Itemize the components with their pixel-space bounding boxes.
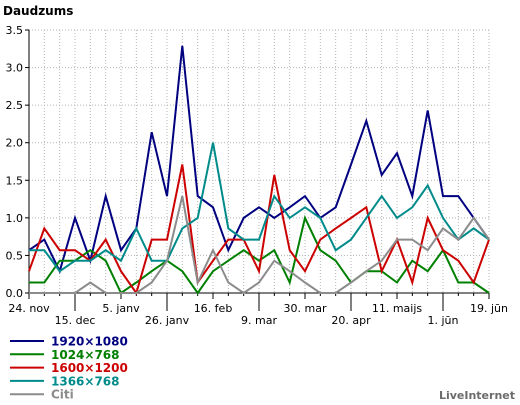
y-tick-label: 3.5 <box>6 24 24 37</box>
credit-label: LiveInternet <box>439 389 515 402</box>
x-tick-label: 19. jūn <box>470 302 508 315</box>
y-tick-label: 2.5 <box>6 99 24 112</box>
series-line-4 <box>29 195 490 295</box>
y-tick-label: 3.0 <box>6 62 24 75</box>
x-tick-label: 16. feb <box>194 302 233 315</box>
chart-title: Daudzums <box>3 4 73 18</box>
y-tick-label: 0.5 <box>6 249 24 262</box>
legend-label: 1920×1080 <box>51 335 128 349</box>
y-tick-label: 1.5 <box>6 174 24 187</box>
x-tick-label: 11. maijs <box>372 302 423 315</box>
x-tick-label: 30. mar <box>284 302 327 315</box>
legend-label: 1600×1200 <box>51 361 128 375</box>
series-lines <box>28 45 490 296</box>
x-tick-label: 5. janv <box>102 302 140 315</box>
series-line-0 <box>28 45 490 274</box>
x-tick-label: 15. dec <box>55 314 96 327</box>
axes: 0.0 0.5 1.0 1.5 2.0 2.5 3.0 3.5 24. nov 15. dec 5.… <box>6 24 509 327</box>
x-tick-label: 9. mar <box>241 314 277 327</box>
legend-label: 1024×768 <box>51 348 120 362</box>
legend-label: 1366×768 <box>51 374 120 388</box>
x-tick-label: 24. nov <box>8 302 50 315</box>
y-tick-label: 1.0 <box>6 212 24 225</box>
legend-label: Citi <box>51 388 74 402</box>
series-line-2 <box>28 164 490 296</box>
x-tick-label: 1. jūn <box>428 314 459 327</box>
x-tick-label: 20. apr <box>331 314 371 327</box>
series-line-3 <box>29 142 490 273</box>
x-tick-label: 26. janv <box>145 314 190 327</box>
y-tick-label: 2.0 <box>6 137 24 150</box>
series-line-1 <box>29 214 490 295</box>
y-tick-label: 0.0 <box>6 287 24 300</box>
